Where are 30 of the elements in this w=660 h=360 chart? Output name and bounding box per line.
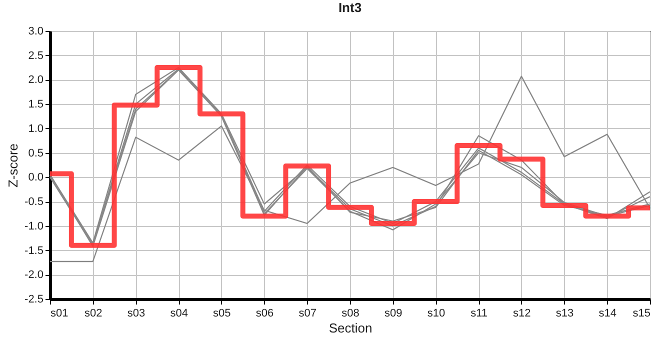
y-tick-label: -1.5 (24, 244, 44, 257)
y-tick-label: 1.0 (28, 122, 44, 135)
x-tick-label: s04 (170, 308, 188, 320)
x-axis-title: Section (328, 320, 372, 336)
y-tick-label: 0.5 (28, 147, 44, 160)
x-tick-label: s05 (213, 308, 231, 320)
x-tick-label: s07 (298, 308, 317, 320)
x-tick-label: s12 (513, 308, 531, 320)
x-tick-label: s10 (427, 308, 446, 320)
x-tick-label: s02 (84, 308, 102, 320)
y-axis-title: Z-score (6, 143, 21, 188)
y-tick-label: -0.5 (24, 196, 44, 208)
chart-title: Int3 (338, 0, 362, 15)
y-tick-label: 0.0 (28, 172, 44, 184)
y-tick-label: -2.0 (24, 269, 44, 282)
y-tick-label: -2.5 (24, 294, 44, 306)
y-tick-label: 3.0 (28, 26, 44, 38)
x-tick-label: s08 (342, 308, 360, 320)
x-tick-label: s03 (127, 308, 146, 320)
x-tick-label: s11 (470, 308, 488, 320)
x-tick-label: s01 (50, 308, 68, 320)
x-tick-label: s15 (632, 308, 650, 320)
x-tick-label: s06 (256, 308, 274, 320)
x-tick-label: s13 (556, 308, 574, 320)
x-tick-label: s09 (384, 308, 402, 320)
y-tick-label: -1.0 (24, 220, 44, 232)
y-tick-label: 2.0 (28, 74, 44, 86)
x-tick-label: s14 (598, 308, 617, 320)
y-tick-label: 2.5 (28, 50, 44, 62)
y-tick-label: 1.5 (28, 98, 44, 111)
